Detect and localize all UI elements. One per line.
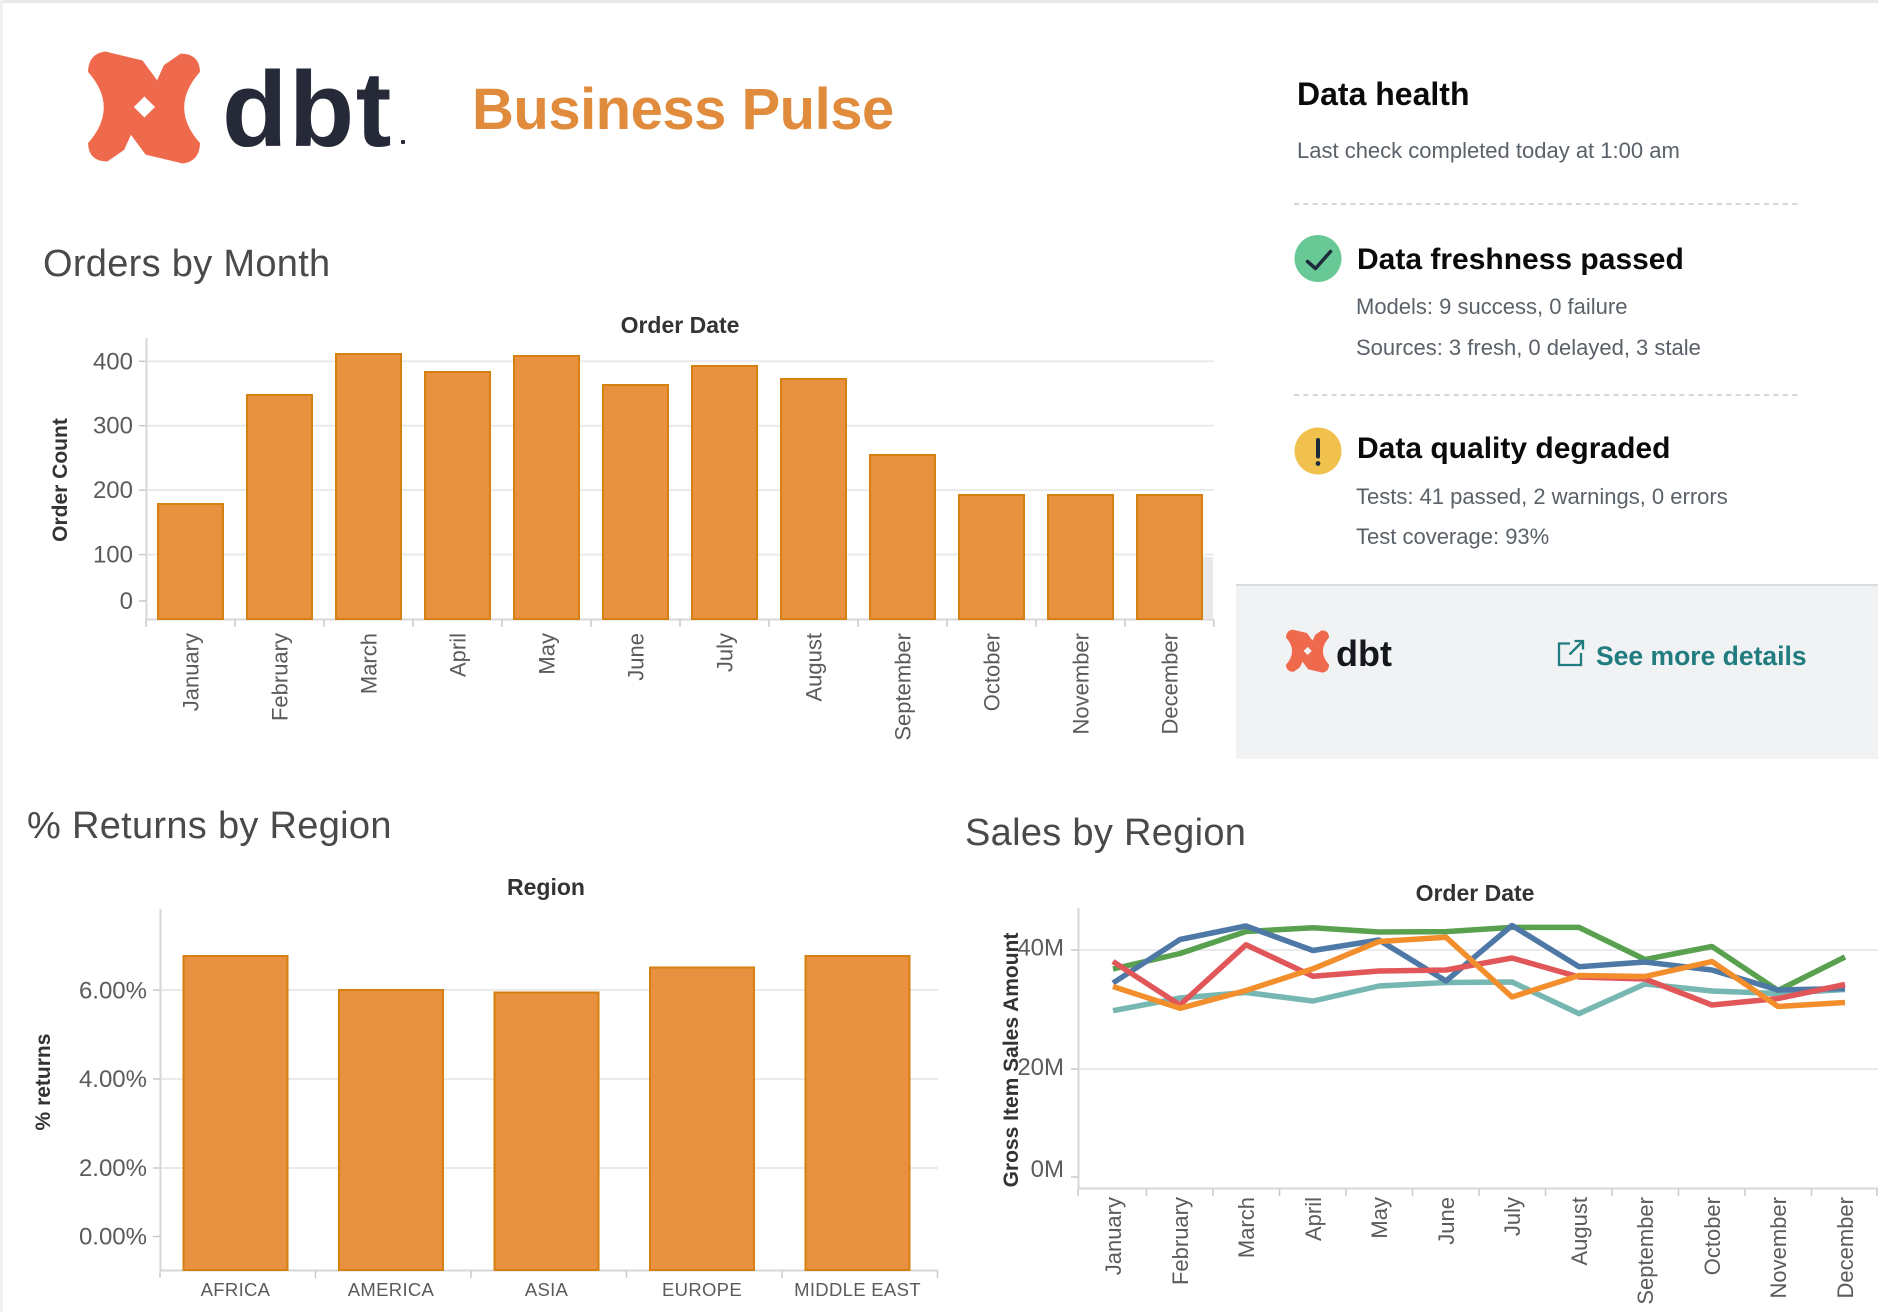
svg-text:Order Count: Order Count	[49, 418, 72, 542]
svg-text:July: July	[713, 633, 738, 672]
svg-text:% returns: % returns	[32, 1034, 55, 1131]
svg-text:See more details: See more details	[1596, 641, 1807, 671]
svg-text:dbt: dbt	[1336, 633, 1392, 674]
svg-text:MIDDLE EAST: MIDDLE EAST	[794, 1279, 921, 1300]
svg-text:April: April	[1301, 1197, 1326, 1241]
svg-text:AFRICA: AFRICA	[201, 1279, 271, 1300]
svg-text:300: 300	[93, 413, 133, 440]
svg-text:August: August	[802, 633, 827, 702]
svg-text:June: June	[624, 633, 649, 681]
svg-text:September: September	[891, 633, 916, 741]
svg-text:0.00%: 0.00%	[79, 1224, 147, 1251]
svg-text:May: May	[1367, 1197, 1392, 1239]
svg-text:February: February	[268, 633, 293, 721]
svg-text:AMERICA: AMERICA	[348, 1279, 435, 1300]
svg-text:December: December	[1833, 1197, 1858, 1298]
svg-text:6.00%: 6.00%	[79, 978, 147, 1005]
svg-text:% Returns by Region: % Returns by Region	[27, 805, 392, 847]
svg-text:4.00%: 4.00%	[79, 1066, 147, 1093]
svg-text:December: December	[1158, 633, 1183, 734]
svg-text:Order Date: Order Date	[621, 312, 740, 338]
svg-text:April: April	[446, 633, 471, 677]
svg-text:September: September	[1633, 1197, 1658, 1305]
svg-text:October: October	[980, 633, 1005, 711]
svg-text:200: 200	[93, 477, 133, 504]
svg-text:November: November	[1069, 633, 1094, 734]
svg-text:August: August	[1567, 1197, 1592, 1266]
svg-text:2.00%: 2.00%	[79, 1155, 147, 1182]
svg-text:June: June	[1434, 1197, 1459, 1245]
svg-text:100: 100	[93, 542, 133, 569]
svg-text:Region: Region	[507, 874, 585, 900]
svg-text:March: March	[1234, 1197, 1259, 1258]
svg-text:ASIA: ASIA	[525, 1279, 569, 1300]
svg-text:Business Pulse: Business Pulse	[472, 77, 894, 142]
svg-text:July: July	[1500, 1197, 1525, 1236]
svg-text:November: November	[1766, 1197, 1791, 1298]
svg-text:May: May	[535, 633, 560, 675]
svg-text:EUROPE: EUROPE	[662, 1279, 742, 1300]
svg-text:40M: 40M	[1017, 935, 1064, 962]
svg-text:Orders by Month: Orders by Month	[43, 243, 331, 285]
svg-text:January: January	[179, 633, 204, 711]
svg-text:400: 400	[93, 349, 133, 376]
svg-text:0: 0	[120, 588, 133, 615]
svg-text:January: January	[1101, 1197, 1126, 1275]
svg-text:Sales by Region: Sales by Region	[965, 812, 1246, 854]
svg-text:October: October	[1700, 1197, 1725, 1275]
svg-text:Order Date: Order Date	[1416, 880, 1535, 906]
svg-text:February: February	[1168, 1197, 1193, 1285]
svg-text:20M: 20M	[1017, 1054, 1064, 1081]
svg-text:March: March	[357, 633, 382, 694]
svg-text:0M: 0M	[1031, 1156, 1064, 1183]
svg-text:dbt: dbt	[222, 49, 393, 169]
svg-text:Gross Item Sales Amount: Gross Item Sales Amount	[1000, 933, 1023, 1188]
